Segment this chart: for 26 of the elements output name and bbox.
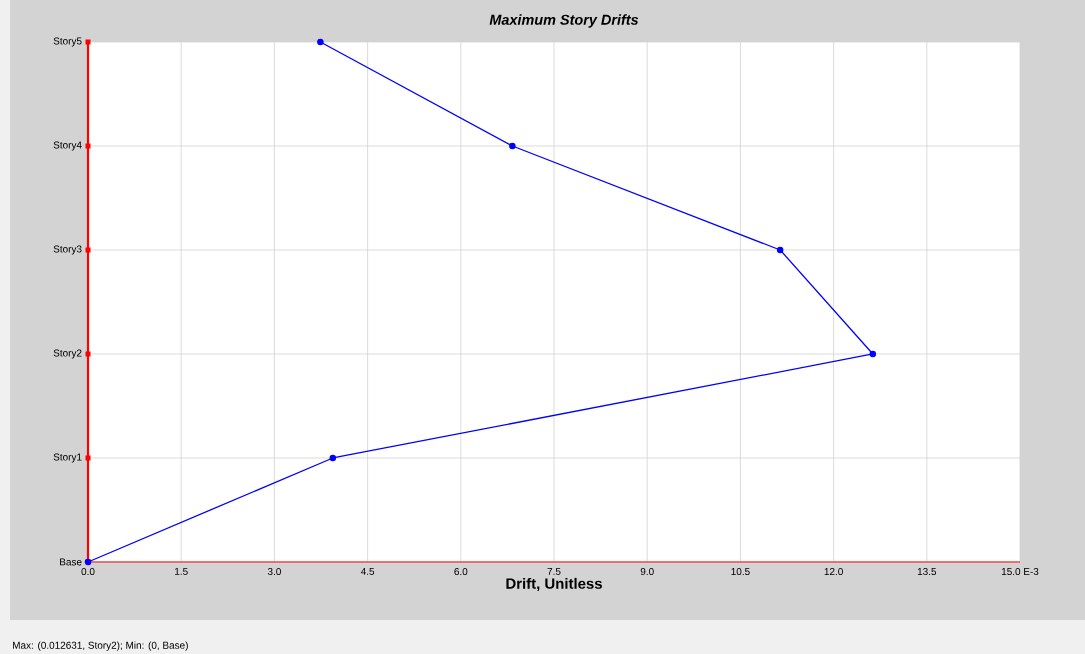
- y-tick-label: Story4: [53, 141, 82, 151]
- point: [84, 558, 92, 566]
- x-tick-label: 4.5: [360, 568, 375, 575]
- y-tick-label: Story5: [53, 37, 82, 47]
- point: [317, 38, 324, 46]
- x-tick-label: 7.5: [547, 568, 561, 575]
- x-tick-label: 12.0: [824, 568, 843, 576]
- chart-title: Maximum Story Drifts: [489, 14, 639, 28]
- point: [509, 142, 516, 150]
- point: [776, 246, 784, 254]
- x-tick-label: 9.0: [640, 568, 654, 576]
- y-tick-label: Story2: [53, 349, 82, 359]
- y-tick-label: Story3: [53, 245, 82, 255]
- x-tick-label: 10.5: [731, 568, 750, 576]
- text: Max: (0.012631, Story2); Min: (0, Base): [13, 641, 188, 651]
- y-tick-label: Story1: [53, 453, 82, 463]
- point: [329, 454, 337, 462]
- x-axis-title: Drift, Unitless: [506, 577, 602, 592]
- x-tick-label: 13.5: [917, 568, 937, 576]
- x-tick-label: 15.0 E-3: [1001, 568, 1039, 576]
- x-tick-label: 3.0: [267, 568, 281, 576]
- point: [869, 350, 877, 358]
- x-tick-label: 0.0: [81, 568, 95, 576]
- y-tick-label: Base: [60, 558, 82, 566]
- x-tick-label: 6.0: [454, 568, 468, 576]
- x-tick-label: 1.5: [175, 568, 188, 575]
